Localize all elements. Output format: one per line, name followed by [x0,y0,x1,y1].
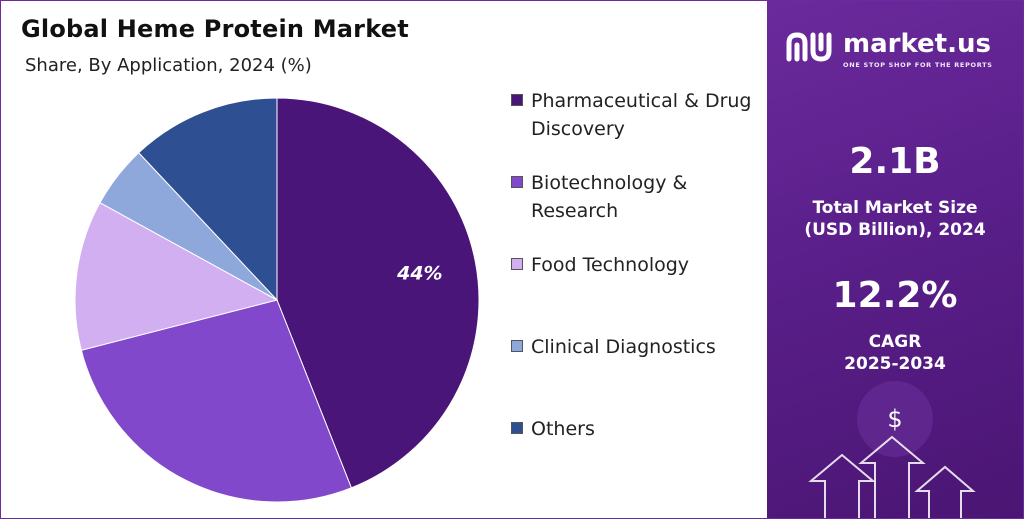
cagr-label: CAGR [868,332,922,352]
pie-slice-food-technology [74,202,279,351]
legend-label-line1: Clinical Diagnostics [531,336,716,358]
market-size-label-line1: Total Market Size [812,198,978,218]
legend-label-line1: Others [531,418,595,440]
dollar-icon: $ [887,405,902,433]
legend-swatch [511,258,523,270]
market-size-label-line2: (USD Billion), 2024 [804,220,986,240]
cagr-value: 12.2% [832,275,958,316]
pie-slice-biotechnology-research [80,299,353,503]
legend-label-line1: Food Technology [531,254,690,276]
pie-data-label: 44% [396,263,442,285]
legend-swatch [511,94,523,106]
legend-label-line1: Biotechnology & [531,172,688,194]
pie-slice-pharmaceutical-drug-discovery [276,97,480,489]
legend-swatch [511,340,523,352]
legend-swatch [511,422,523,434]
chart-subtitle: Share, By Application, 2024 (%) [25,55,312,76]
legend-label-line2: Research [531,200,619,222]
market-us-logo-icon [786,32,832,62]
pie-chart: 44% [61,89,491,509]
growth-arrows-decoration: $ [808,381,976,518]
cagr-period: 2025-2034 [844,354,946,374]
legend-label-line2: Discovery [531,118,625,140]
brand-name: market.us [843,29,991,59]
legend-swatch [511,176,523,188]
chart-title: Global Heme Protein Market [21,15,409,43]
legend-label-line1: Pharmaceutical & Drug [531,90,752,112]
market-size-value: 2.1B [849,141,941,182]
arrow-up-icon [808,453,876,518]
pie-chart-svg: 44% [74,97,480,503]
brand-logo: market.us ONE STOP SHOP FOR THE REPORTS [785,29,1015,69]
arrow-up-icon [858,435,926,518]
chart-panel: Global Heme Protein Market Share, By App… [1,1,766,518]
arrow-up-icon [914,465,976,518]
coin-glow [857,381,933,457]
pie-slice-others [138,97,278,302]
stats-panel: market.us ONE STOP SHOP FOR THE REPORTS … [767,1,1023,518]
brand-tagline: ONE STOP SHOP FOR THE REPORTS [843,61,993,69]
